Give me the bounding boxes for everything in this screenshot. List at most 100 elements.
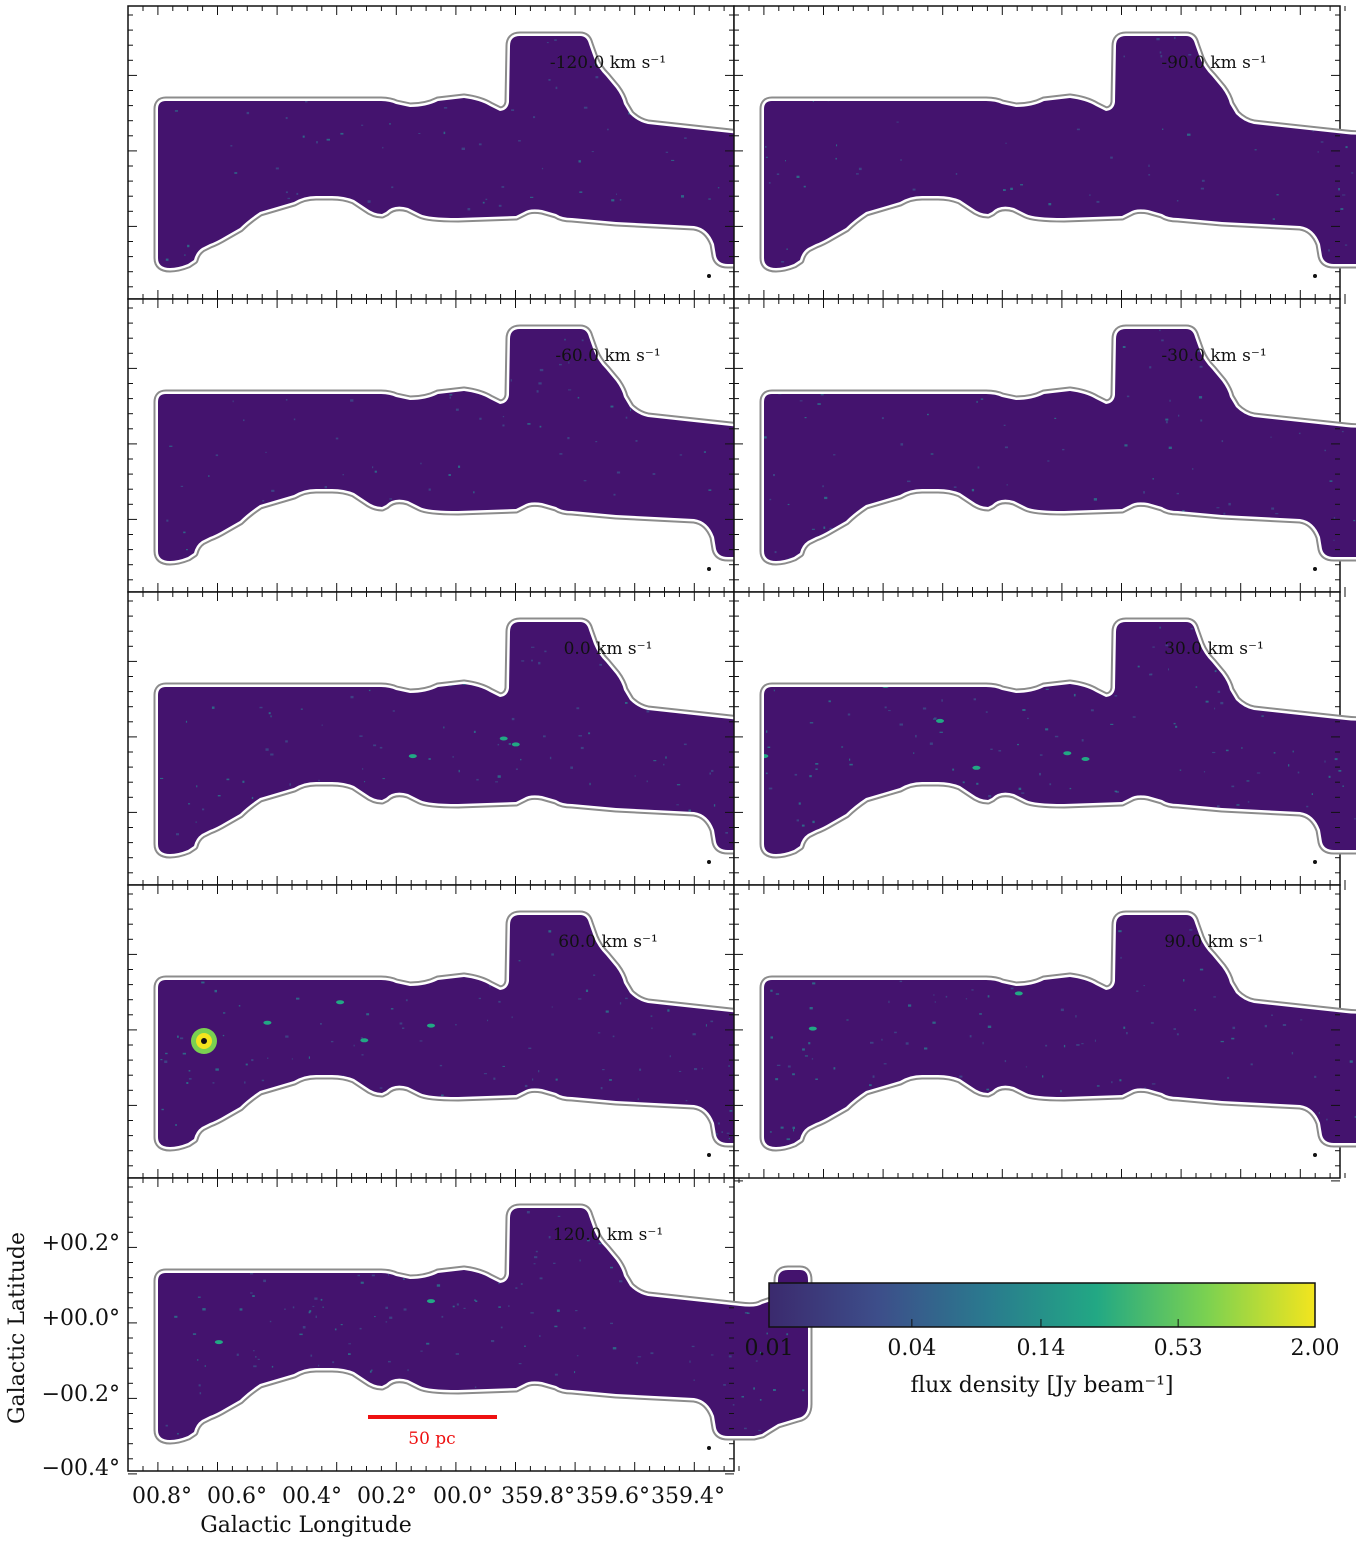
noise-speckle [934,1001,936,1003]
noise-speckle [1192,468,1194,470]
noise-speckle [267,1057,269,1059]
noise-speckle [271,1365,274,1368]
noise-speckle [165,258,169,261]
noise-speckle [215,454,219,457]
noise-speckle [308,1056,310,1059]
colorbar-label: flux density [Jy beam⁻¹] [910,1373,1173,1398]
noise-speckle [924,1047,928,1050]
noise-speckle [883,1063,887,1065]
noise-speckle [526,1211,530,1214]
noise-speckle [250,1292,253,1294]
noise-speckle [321,724,323,726]
noise-speckle [403,1308,407,1311]
noise-speckle [245,1063,248,1066]
noise-speckle [371,1274,375,1277]
noise-speckle [899,723,903,726]
noise-speckle [534,1256,538,1259]
x-tick-label: 359.8° [501,1484,575,1509]
noise-speckle [585,989,589,992]
x-tick-label: 00.6° [207,1484,267,1509]
noise-speckle [578,998,582,1000]
noise-speckle [1110,723,1114,725]
noise-speckle [418,133,421,134]
noise-speckle [1326,1118,1328,1121]
noise-speckle [544,650,547,653]
noise-speckle [261,1079,265,1082]
noise-speckle [765,146,767,148]
noise-speckle [613,493,616,496]
noise-speckle [787,503,790,506]
noise-speckle [1168,668,1169,671]
noise-speckle [498,1000,501,1003]
noise-speckle [165,1424,168,1427]
noise-speckle [285,399,288,401]
noise-speckle [1198,396,1203,399]
noise-speckle [1196,350,1200,352]
noise-speckle [905,1042,909,1045]
noise-speckle [1324,760,1326,763]
noise-speckle [357,1274,360,1277]
noise-speckle [498,204,502,207]
colorbar-tick-label: 0.14 [1016,1336,1065,1361]
channel-panel: -60.0 km s⁻¹ [127,298,813,596]
noise-speckle [1300,1019,1303,1021]
noise-speckle [896,121,899,123]
noise-speckle [1342,364,1346,367]
noise-speckle [364,781,366,783]
noise-speckle [524,1084,528,1088]
noise-speckle [366,1013,370,1016]
noise-speckle [1159,51,1162,54]
noise-speckle [894,1031,897,1034]
velocity-label: 120.0 km s⁻¹ [553,1225,663,1245]
noise-speckle [1115,790,1119,793]
noise-speckle [1060,1089,1062,1093]
noise-speckle [1151,1083,1156,1085]
noise-speckle [811,528,815,530]
noise-speckle [318,779,320,782]
noise-speckle [619,1002,622,1005]
noise-speckle [165,1052,168,1055]
noise-speckle [1004,446,1008,449]
noise-speckle [579,1259,581,1262]
noise-speckle [1114,695,1118,697]
noise-speckle [597,1032,601,1034]
noise-speckle [379,746,383,749]
noise-speckle [1183,979,1185,982]
noise-speckle [296,997,300,1000]
noise-speckle [202,1308,206,1311]
noise-speckle [388,1360,391,1363]
noise-speckle [548,79,551,81]
noise-speckle [502,1065,505,1067]
noise-speckle [518,140,521,142]
noise-speckle [899,980,903,983]
noise-speckle [1324,449,1326,452]
noise-speckle [945,995,948,998]
noise-speckle [676,804,679,806]
noise-speckle [1272,218,1275,220]
noise-speckle [1282,1024,1287,1026]
noise-speckle [197,1359,199,1361]
noise-speckle [441,1315,444,1318]
noise-speckle [1205,700,1209,703]
noise-speckle [198,1384,201,1387]
noise-speckle [392,710,395,712]
noise-speckle [982,1041,984,1045]
noise-speckle [768,182,771,184]
channel-panel: 30.0 km s⁻¹ [733,591,1356,889]
noise-speckle [1346,389,1349,391]
noise-speckle [251,1059,254,1062]
noise-speckle [1144,1087,1146,1090]
noise-speckle [175,1124,177,1126]
noise-speckle [758,1429,762,1431]
noise-speckle [929,742,933,745]
noise-speckle [941,699,943,702]
noise-speckle [390,1008,394,1010]
noise-speckle [1076,1044,1080,1046]
emission-feature [764,754,769,759]
noise-speckle [296,192,299,195]
noise-speckle [1160,55,1163,58]
noise-speckle [625,997,628,1000]
noise-speckle [531,659,533,662]
noise-speckle [952,768,955,771]
noise-speckle [796,819,799,822]
